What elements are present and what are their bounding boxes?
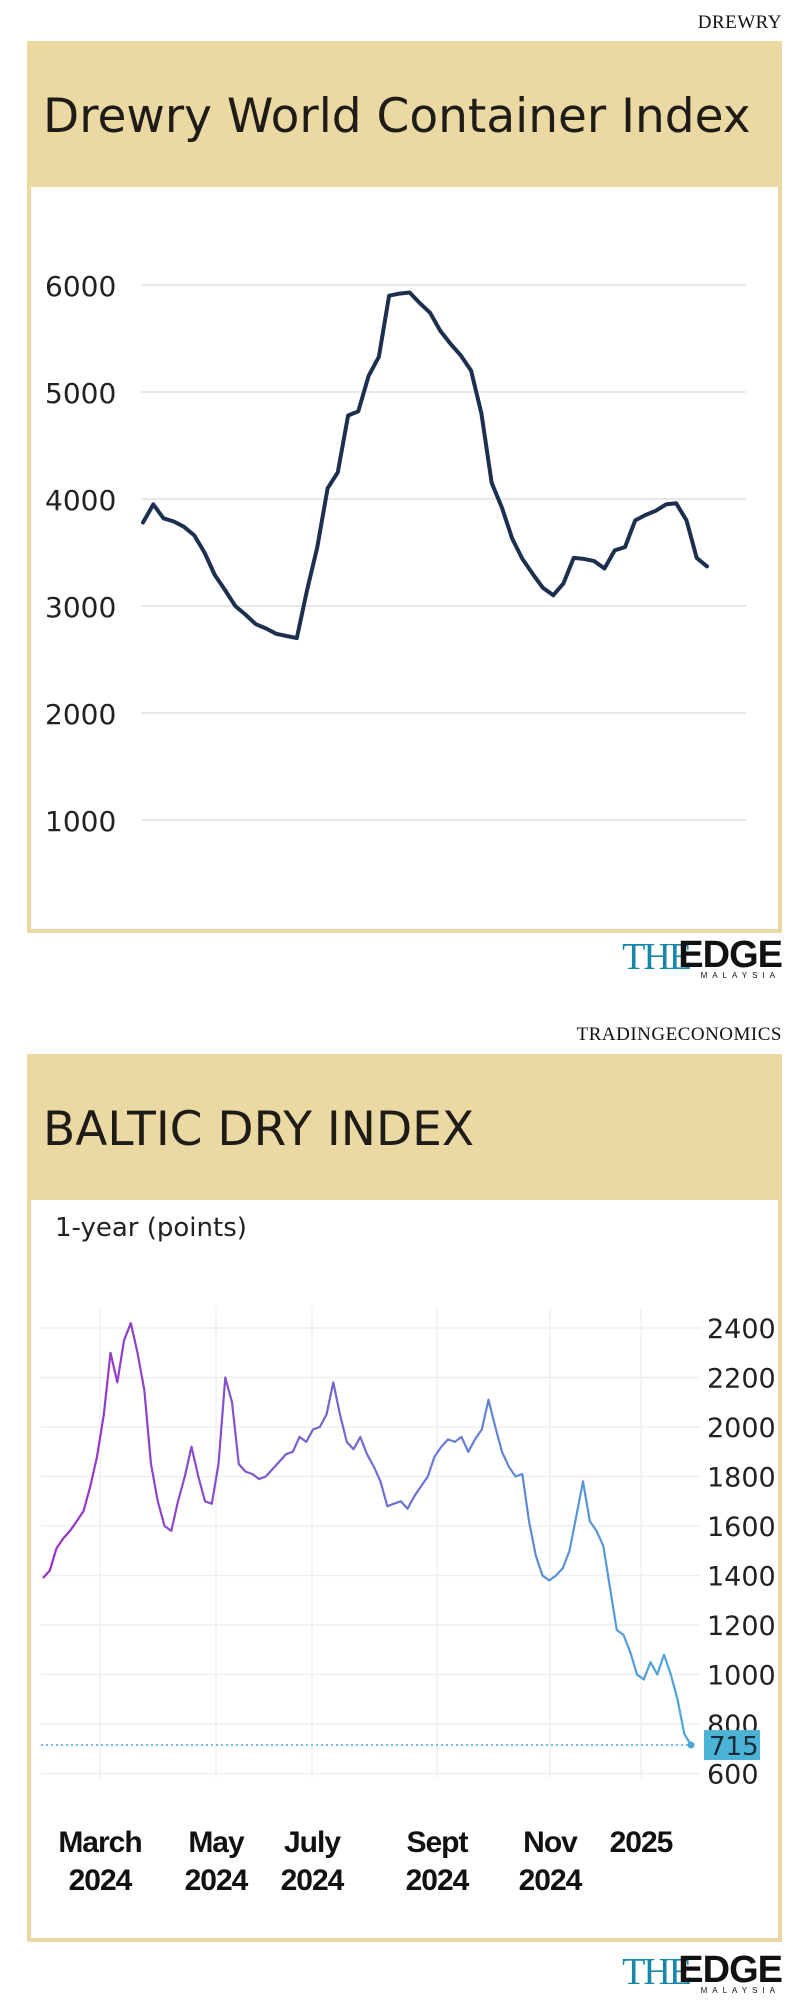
drewry-chart-panel: Drewry World Container Index 6000 5000 400… (27, 41, 782, 933)
y-tick-label: 600 (707, 1760, 759, 1791)
series-line-drewry-wci (141, 290, 709, 641)
y-tick-label: 1600 (707, 1512, 776, 1543)
logo-edge-text: EDGE (678, 934, 783, 976)
the-edge-logo: THE EDGE MALAYSIA (582, 934, 783, 983)
series-line-baltic-dry-index (42, 1322, 692, 1746)
baltic-title-bar: BALTIC DRY INDEX (31, 1058, 778, 1200)
y-tick-label: 2200 (707, 1364, 776, 1395)
last-value-marker (687, 1741, 695, 1749)
drewry-title-bar: Drewry World Container Index (31, 45, 778, 187)
baltic-chart-subtitle: 1-year (points) (55, 1213, 247, 1243)
logo-the-text: THE (622, 936, 692, 978)
baltic-chart-title: BALTIC DRY INDEX (43, 1102, 475, 1157)
y-tick-label: 1200 (707, 1611, 776, 1642)
x-tick-label-line1: July (284, 1826, 341, 1859)
logo-the-text: THE (622, 1951, 692, 1993)
x-tick-label-line2: 2024 (69, 1864, 133, 1897)
drewry-line-chart: 6000 5000 4000 3000 2000 1000 (45, 270, 746, 838)
logo-malaysia-text: MALAYSIA (700, 971, 780, 980)
last-value-label: 715 (709, 1732, 759, 1762)
y-tick-label: 2400 (707, 1314, 776, 1345)
x-tick-label-line1: March (58, 1826, 141, 1859)
drewry-chart-title: Drewry World Container Index (43, 89, 751, 144)
y-tick-label: 5000 (45, 377, 116, 410)
x-tick-label-line2: 2024 (406, 1864, 470, 1897)
logo-malaysia-text: MALAYSIA (700, 1986, 780, 1995)
y-tick-label: 1000 (707, 1661, 776, 1692)
y-tick-label: 2000 (45, 698, 116, 731)
y-tick-label: 3000 (45, 591, 116, 624)
y-tick-label: 1800 (707, 1463, 776, 1494)
last-value-badge (704, 1730, 760, 1761)
x-tick-label-line1: Sept (406, 1826, 468, 1859)
y-tick-label: 4000 (45, 484, 116, 517)
the-edge-logo-bottom: THE EDGE MALAYSIA (582, 1949, 783, 1998)
y-tick-label: 1400 (707, 1562, 776, 1593)
x-tick-label-line2: 2024 (185, 1864, 249, 1897)
x-tick-label-line2: 2024 (519, 1864, 583, 1897)
tradingeconomics-source-label: TRADINGECONOMICS (576, 1024, 782, 1045)
x-tick-label-line1: 2025 (610, 1826, 673, 1859)
logo-edge-text: EDGE (678, 1949, 783, 1991)
y-tick-label: 6000 (45, 270, 116, 303)
drewry-source-label: DREWRY (697, 12, 782, 33)
x-tick-label-line2: 2024 (281, 1864, 345, 1897)
baltic-chart-panel: BALTIC DRY INDEX 1-year (points) 2400 220… (27, 1054, 782, 1942)
y-tick-label: 2000 (707, 1413, 776, 1444)
x-tick-label-line1: Nov (523, 1826, 578, 1859)
x-tick-label-line1: May (188, 1826, 245, 1859)
y-tick-label: 1000 (45, 805, 116, 838)
baltic-line-chart: 24002200200018001600140012001000800600Ma… (41, 1308, 776, 1897)
